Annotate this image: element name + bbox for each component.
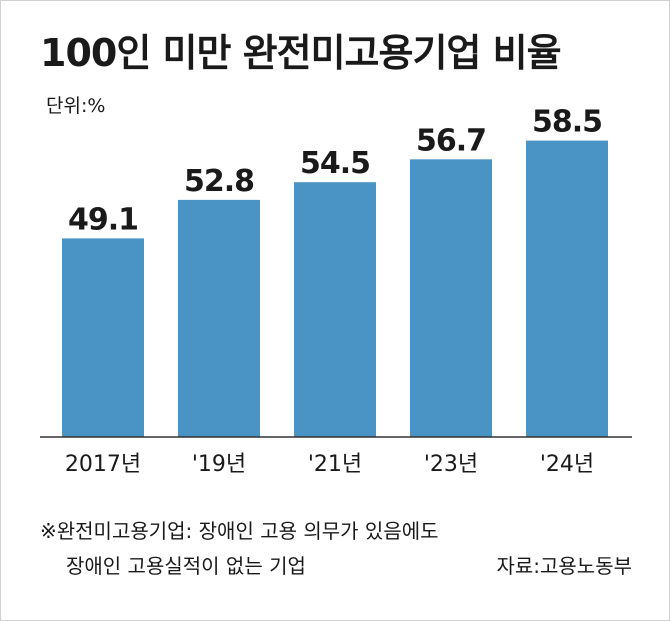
value-label-4: 58.5 — [532, 105, 602, 140]
footnote-line-2: 장애인 고용실적이 없는 기업 — [66, 554, 306, 578]
category-label-0: 2017년 — [65, 452, 141, 477]
footnote-line-1: ※완전미고용기업: 장애인 고용 의무가 있음에도 — [40, 519, 439, 543]
bar-0 — [62, 238, 144, 437]
source-label: 자료:고용노동부 — [496, 554, 632, 578]
category-label-3: '23년 — [424, 452, 478, 477]
unit-label: 단위:% — [46, 95, 106, 117]
value-label-1: 52.8 — [184, 164, 254, 199]
chart-title: 100인 미만 완전미고용기업 비율 — [40, 31, 562, 75]
value-label-2: 54.5 — [300, 146, 370, 181]
category-label-2: '21년 — [308, 452, 362, 477]
value-label-3: 56.7 — [416, 123, 486, 158]
value-label-0: 49.1 — [68, 202, 138, 237]
category-label-4: '24년 — [540, 452, 594, 477]
bar-4 — [526, 140, 608, 437]
bar-2 — [294, 182, 376, 437]
bar-3 — [410, 159, 492, 437]
bar-1 — [178, 199, 260, 437]
category-label-1: '19년 — [192, 452, 246, 477]
